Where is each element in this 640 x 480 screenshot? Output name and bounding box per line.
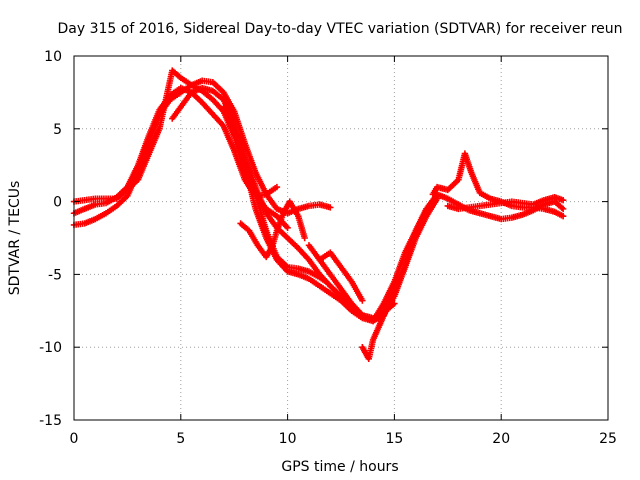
data-point xyxy=(559,205,567,213)
data-point xyxy=(391,300,398,307)
data-point xyxy=(301,234,308,242)
grid xyxy=(74,56,608,420)
y-tick-label: -5 xyxy=(48,267,62,283)
chart-title: Day 315 of 2016, Sidereal Day-to-day VTE… xyxy=(57,21,622,37)
y-tick-label: 10 xyxy=(44,49,62,65)
data-point xyxy=(559,212,567,220)
x-tick-label: 25 xyxy=(599,431,617,447)
data-point xyxy=(273,183,281,191)
x-tick-label: 20 xyxy=(492,431,510,447)
data-point xyxy=(284,224,291,232)
data-point xyxy=(559,196,567,204)
data-point xyxy=(359,297,366,304)
y-axis-ticks: -15 -10 -5 0 5 10 xyxy=(39,49,608,429)
y-tick-label: -15 xyxy=(39,413,62,429)
y-axis-label: SDTVAR / TECUs xyxy=(7,181,23,296)
y-tick-label: -10 xyxy=(39,340,62,356)
x-axis-label: GPS time / hours xyxy=(281,459,398,475)
plot-frame xyxy=(73,55,609,421)
x-tick-label: 15 xyxy=(385,431,403,447)
y-tick-label: 0 xyxy=(53,195,62,211)
data-point xyxy=(327,204,334,211)
x-tick-label: 0 xyxy=(70,431,79,447)
x-axis-ticks: 0 5 10 15 20 25 xyxy=(70,56,617,447)
data-points xyxy=(70,67,567,363)
x-tick-label: 5 xyxy=(176,431,185,447)
y-tick-label: 5 xyxy=(53,122,62,138)
x-tick-label: 10 xyxy=(279,431,297,447)
